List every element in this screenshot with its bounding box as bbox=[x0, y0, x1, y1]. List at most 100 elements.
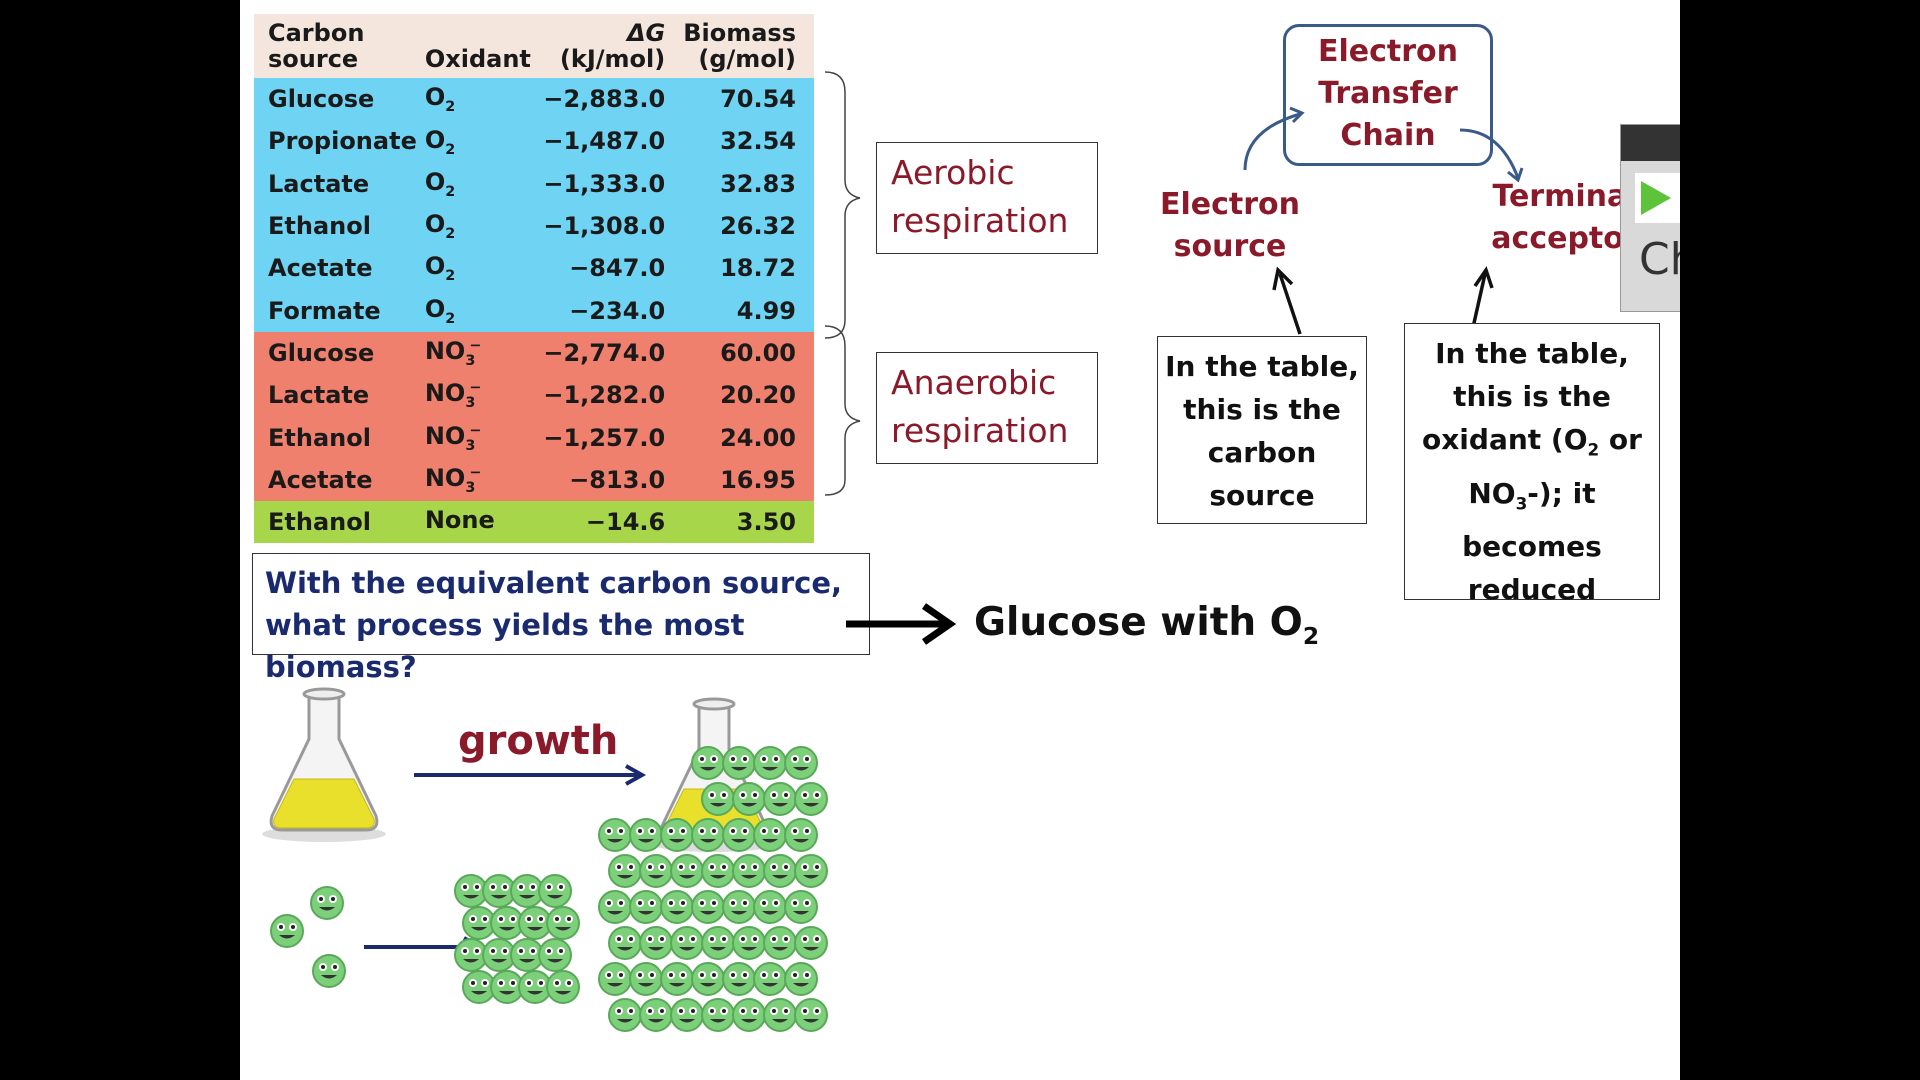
oxidant-cell: O2 bbox=[420, 204, 536, 248]
carbon-source-cell: Ethanol bbox=[254, 204, 421, 248]
oxidant-cell: O2 bbox=[420, 247, 536, 290]
microbe-icon bbox=[608, 926, 642, 960]
oxidant-cell: O2 bbox=[420, 289, 536, 332]
side-play-button[interactable]: Ch bbox=[1620, 124, 1680, 312]
microbe-icon bbox=[670, 998, 704, 1032]
delta-g-cell: −1,282.0 bbox=[535, 374, 680, 417]
table-row: Glucose NO3− −2,774.0 60.00 bbox=[254, 331, 814, 375]
question-box: With the equivalent carbon source, what p… bbox=[252, 553, 870, 684]
microbe-icon bbox=[538, 874, 572, 908]
biomass-cell: 4.99 bbox=[679, 289, 814, 332]
biomass-cell: 60.00 bbox=[679, 331, 814, 375]
oxidant-cell: NO3− bbox=[420, 458, 536, 501]
microbe-icon bbox=[784, 890, 818, 924]
biomass-cell: 24.00 bbox=[679, 416, 814, 459]
microbe-icon bbox=[546, 970, 580, 1004]
table-row: Propionate O2 −1,487.0 32.54 bbox=[254, 120, 814, 163]
carbon-source-cell: Acetate bbox=[254, 458, 421, 501]
microbe-icon bbox=[518, 970, 552, 1004]
table-row: Lactate O2 −1,333.0 32.83 bbox=[254, 162, 814, 205]
microbe-icon bbox=[608, 998, 642, 1032]
growth-label: growth bbox=[458, 718, 619, 764]
table-row: Ethanol O2 −1,308.0 26.32 bbox=[254, 204, 814, 248]
table-header-row: Carbon source Oxidant ΔG (kJ/mol) Biomass(… bbox=[254, 14, 814, 78]
carbon-source-cell: Glucose bbox=[254, 78, 421, 121]
header-delta-g: ΔG (kJ/mol) bbox=[559, 19, 666, 73]
microbe-icon bbox=[598, 962, 632, 996]
microbe-icon bbox=[691, 746, 725, 780]
microbe-icon bbox=[732, 998, 766, 1032]
carbon-source-cell: Ethanol bbox=[254, 416, 421, 459]
aerobic-respiration-label: Aerobic respiration bbox=[876, 142, 1098, 254]
carbon-source-cell: Ethanol bbox=[254, 500, 421, 544]
delta-g-cell: −847.0 bbox=[535, 247, 680, 290]
etc-arrows bbox=[1243, 106, 1524, 183]
microbe-icon bbox=[722, 890, 756, 924]
oxidant-cell: O2 bbox=[420, 78, 536, 121]
microbe-icon bbox=[546, 906, 580, 940]
microbe-icon bbox=[722, 962, 756, 996]
microbe-icon bbox=[763, 998, 797, 1032]
answer-text: Glucose with O2 bbox=[974, 600, 1320, 650]
table-row: Ethanol NO3− −1,257.0 24.00 bbox=[254, 416, 814, 459]
biomass-cell: 16.95 bbox=[679, 458, 814, 501]
oxidant-note: In the table, this is the oxidant (O2 or… bbox=[1404, 323, 1660, 606]
biomass-cell: 70.54 bbox=[679, 78, 814, 121]
carbon-source-cell: Acetate bbox=[254, 247, 421, 290]
oxidant-cell: NO3− bbox=[420, 374, 536, 417]
oxidant-cell: NO3− bbox=[420, 331, 536, 375]
terminal-acceptor-label: Terminal acceptor bbox=[1491, 179, 1639, 256]
microbe-icon bbox=[763, 782, 797, 816]
table-row: Ethanol None −14.6 3.50 bbox=[254, 500, 814, 544]
microbe-icon bbox=[629, 818, 663, 852]
electron-transfer-chain-box: Electron Transfer Chain bbox=[1283, 24, 1493, 166]
table-row: Lactate NO3− −1,282.0 20.20 bbox=[254, 374, 814, 417]
microbe-icon bbox=[794, 782, 828, 816]
header-biomass: Biomass (g/mol) bbox=[683, 19, 796, 73]
flask-before bbox=[254, 684, 394, 848]
microbe-icon bbox=[454, 874, 488, 908]
microbe-icon bbox=[312, 954, 346, 988]
answer-arrow bbox=[846, 603, 957, 645]
microbe-icon bbox=[310, 886, 344, 920]
source-arrow bbox=[1272, 266, 1302, 335]
biomass-cell: 3.50 bbox=[679, 500, 814, 544]
carbon-source-cell: Glucose bbox=[254, 331, 421, 375]
table-row: Formate O2 −234.0 4.99 bbox=[254, 289, 814, 332]
microbe-icon bbox=[670, 854, 704, 888]
microbe-icon bbox=[691, 962, 725, 996]
delta-g-cell: −2,774.0 bbox=[535, 331, 680, 375]
microbe-icon bbox=[691, 818, 725, 852]
flask-icon bbox=[262, 687, 386, 842]
microbe-icon bbox=[732, 926, 766, 960]
delta-g-cell: −1,333.0 bbox=[535, 162, 680, 205]
electron-source-label: Electron source bbox=[1159, 187, 1300, 264]
header-carbon-source: Carbon source bbox=[268, 19, 365, 73]
microbe-icon bbox=[598, 890, 632, 924]
side-button-label: Ch bbox=[1639, 234, 1680, 285]
biomass-cell: 32.83 bbox=[679, 162, 814, 205]
delta-g-cell: −1,487.0 bbox=[535, 120, 680, 163]
microbe-icon bbox=[701, 926, 735, 960]
microbe-icon bbox=[794, 926, 828, 960]
microbe-icon bbox=[639, 854, 673, 888]
oxidant-cell: O2 bbox=[420, 162, 536, 205]
slide: Carbon source Oxidant ΔG (kJ/mol) Biomass(… bbox=[240, 0, 1680, 1080]
microbe-icon bbox=[784, 818, 818, 852]
delta-g-cell: −1,257.0 bbox=[535, 416, 680, 459]
delta-g-cell: −14.6 bbox=[535, 500, 680, 544]
microbe-icon bbox=[722, 746, 756, 780]
microbe-icon bbox=[753, 746, 787, 780]
growth-arrow bbox=[414, 764, 647, 786]
table-row: Glucose O2 −2,883.0 70.54 bbox=[254, 78, 814, 121]
microbe-icon bbox=[462, 906, 496, 940]
grouping-braces bbox=[824, 71, 861, 496]
biomass-cell: 26.32 bbox=[679, 204, 814, 248]
microbe-icon bbox=[660, 962, 694, 996]
header-oxidant: Oxidant bbox=[424, 45, 531, 73]
table-row: Acetate O2 −847.0 18.72 bbox=[254, 247, 814, 290]
anaerobic-respiration-label: Anaerobic respiration bbox=[876, 352, 1098, 464]
carbon-source-cell: Lactate bbox=[254, 374, 421, 417]
oxidant-cell: NO3− bbox=[420, 416, 536, 459]
energy-yield-table: Carbon source Oxidant ΔG (kJ/mol) Biomass(… bbox=[254, 14, 814, 544]
